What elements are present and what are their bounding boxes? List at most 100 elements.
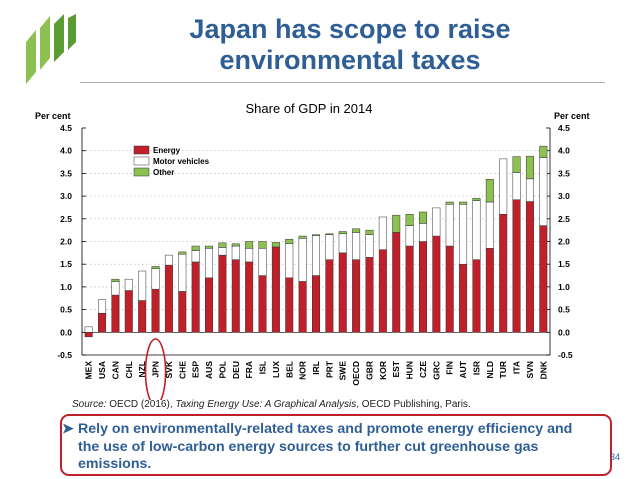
x-tick-label: EST	[391, 360, 401, 377]
bar-energy	[525, 201, 534, 333]
y-tick-label-left: -0.5	[57, 350, 72, 360]
bar-other	[111, 278, 120, 282]
bar-other	[472, 198, 481, 201]
bar-energy	[378, 249, 387, 333]
y-tick-label-right: 0.5	[558, 305, 570, 315]
x-tick-label: JPN	[151, 361, 161, 378]
bar-energy	[539, 225, 548, 333]
x-tick-label: CAN	[110, 361, 120, 379]
y-tick-label-right: 2.5	[558, 214, 570, 224]
page-number: 34	[610, 452, 621, 462]
bar-energy	[338, 252, 347, 333]
bar-motor-vehicles	[325, 234, 334, 260]
x-tick-label: DEU	[231, 361, 241, 379]
x-tick-label: PRT	[324, 360, 334, 378]
bar-motor-vehicles	[205, 248, 214, 279]
source-publication: Taxing Energy Use: A Graphical Analysis	[175, 399, 357, 410]
x-tick-label: CZE	[418, 361, 428, 378]
bar-motor-vehicles	[285, 243, 294, 279]
y-tick-label-right: 0.0	[558, 327, 570, 337]
title-divider	[80, 82, 605, 83]
y-tick-label-left: 2.0	[60, 237, 72, 247]
slide-title: Japan has scope to raise environmental t…	[120, 14, 580, 76]
bar-other	[231, 243, 240, 247]
y-tick-label-left: 0.5	[60, 305, 72, 315]
bar-other	[312, 234, 320, 236]
x-tick-label: AUS	[204, 361, 214, 379]
bar-energy	[218, 254, 227, 333]
y-tick-label-left: 3.5	[60, 168, 72, 178]
bar-other	[418, 211, 427, 224]
bar-energy	[499, 214, 508, 333]
arrow-bullet-icon: ➤	[62, 421, 74, 437]
bar-other	[258, 241, 267, 249]
x-tick-label: OECD	[351, 361, 361, 386]
bar-energy	[271, 246, 280, 333]
x-tick-label: ISR	[471, 361, 481, 375]
x-tick-label: NOR	[298, 361, 308, 380]
x-tick-label: MEX	[84, 361, 94, 380]
bar-energy	[485, 248, 494, 333]
bar-energy	[325, 259, 334, 333]
x-tick-label: FRA	[244, 361, 254, 378]
x-tick-label: ESP	[191, 361, 201, 378]
bar-energy	[285, 277, 294, 333]
bar-energy	[111, 294, 120, 333]
x-tick-label: DNK	[538, 360, 548, 379]
y-tick-label-left: 1.0	[60, 282, 72, 292]
chart-title: Share of GDP in 2014	[246, 101, 373, 116]
y-tick-label-right: 4.0	[558, 146, 570, 156]
bar-energy	[191, 261, 200, 333]
x-tick-label: IRL	[311, 361, 321, 375]
title-line-1: Japan has scope to raise	[189, 14, 511, 44]
bar-energy	[472, 259, 481, 333]
bar-energy	[98, 312, 107, 333]
legend-swatch	[133, 156, 150, 166]
legend-swatch	[133, 167, 150, 177]
y-tick-label-right: 3.5	[558, 168, 570, 178]
x-tick-label: ITA	[512, 361, 522, 374]
oecd-logo	[26, 14, 76, 90]
y-tick-label-left: 0.0	[60, 327, 72, 337]
x-tick-label: ISL	[258, 361, 268, 374]
bar-energy	[151, 288, 160, 333]
y-tick-label-right: 1.5	[558, 259, 570, 269]
bar-motor-vehicles	[138, 270, 147, 301]
bar-other	[405, 214, 414, 226]
bar-motor-vehicles	[405, 225, 414, 247]
bar-motor-vehicles	[164, 254, 173, 266]
bar-other	[178, 251, 187, 255]
bar-other	[445, 201, 454, 205]
y-tick-label-right: 2.0	[558, 237, 570, 247]
bar-energy	[352, 259, 361, 333]
bar-energy	[298, 281, 307, 333]
bar-other	[271, 242, 280, 248]
x-tick-label: BEL	[284, 361, 294, 378]
bar-motor-vehicles	[111, 281, 120, 296]
bar-motor-vehicles	[298, 238, 307, 282]
key-message-text: Rely on environmentally-related taxes an…	[78, 421, 573, 472]
x-tick-label: CHE	[177, 361, 187, 379]
bar-motor-vehicles	[445, 204, 454, 247]
x-tick-label: CHL	[124, 361, 134, 378]
bar-motor-vehicles	[178, 253, 187, 292]
bar-other	[218, 242, 227, 248]
y-tick-label-left: 4.0	[60, 146, 72, 156]
bar-motor-vehicles	[418, 223, 427, 242]
bar-motor-vehicles	[245, 248, 254, 263]
bar-motor-vehicles	[432, 207, 441, 237]
bar-motor-vehicles	[258, 248, 267, 276]
bar-other	[365, 229, 374, 235]
source-note: Source: OECD (2016), Taxing Energy Use: …	[72, 399, 471, 410]
bar-motor-vehicles	[151, 268, 160, 290]
x-tick-label: SVK	[164, 360, 174, 378]
bar-other	[191, 245, 200, 251]
bar-other	[459, 201, 468, 205]
y-tick-label-right: -0.5	[558, 350, 573, 360]
stacked-bar-chart: -0.5 -0.5 0.0 0.0 0.5 0.5 1.0 1.0 1.5 1.5 2.0 2.0 2.…	[35, 101, 590, 400]
highlight-circle	[144, 338, 167, 400]
bar-motor-vehicles	[352, 232, 361, 260]
source-suffix: , OECD Publishing, Paris.	[356, 399, 471, 410]
bar-motor-vehicles	[485, 201, 494, 249]
source-label: Source:	[72, 399, 107, 410]
